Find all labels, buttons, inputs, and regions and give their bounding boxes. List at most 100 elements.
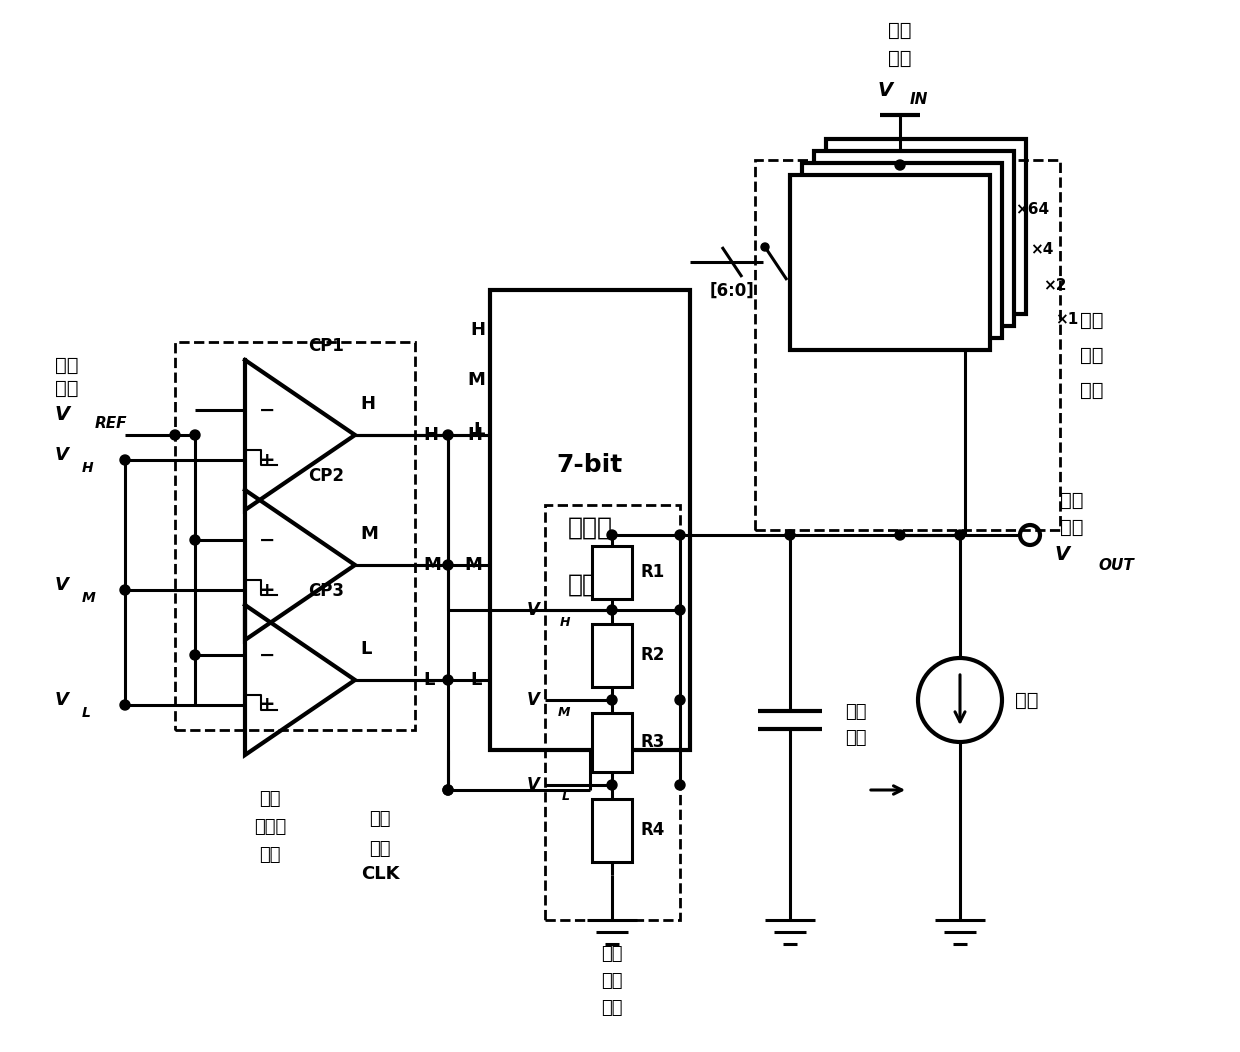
Text: V: V [878, 81, 893, 100]
Text: H: H [467, 426, 482, 444]
Text: 电压: 电压 [888, 48, 911, 67]
Text: M: M [360, 525, 378, 543]
Text: CLK: CLK [361, 865, 399, 883]
Text: 开关: 开关 [1080, 345, 1104, 364]
Circle shape [190, 430, 200, 440]
Text: H: H [423, 426, 438, 444]
Text: 参考: 参考 [55, 356, 78, 375]
Text: 负载: 负载 [1016, 690, 1039, 709]
Text: L: L [474, 421, 485, 439]
Text: 7-bit: 7-bit [557, 453, 624, 477]
Text: −: − [259, 646, 275, 665]
Circle shape [895, 530, 905, 540]
Text: H: H [82, 461, 94, 476]
Text: M: M [423, 557, 441, 574]
Text: 阵列: 阵列 [1080, 381, 1104, 400]
Text: V: V [55, 446, 69, 464]
Text: 电容: 电容 [844, 729, 867, 747]
Text: 功率: 功率 [1080, 310, 1104, 329]
Text: 阵列: 阵列 [259, 846, 280, 864]
Text: ×2: ×2 [1043, 278, 1066, 292]
Text: 比较器: 比较器 [254, 818, 286, 836]
Circle shape [895, 160, 905, 170]
Circle shape [120, 585, 130, 595]
Text: R3: R3 [640, 733, 665, 751]
Circle shape [608, 695, 618, 705]
Text: 输入: 输入 [888, 20, 911, 40]
Text: R2: R2 [640, 646, 665, 664]
Text: [6:0]: [6:0] [709, 282, 754, 300]
Text: V: V [527, 776, 539, 794]
Text: 时钟: 时钟 [370, 839, 391, 858]
Text: 片内: 片内 [844, 703, 867, 721]
Text: CP3: CP3 [308, 582, 343, 600]
Bar [826, 139, 1025, 313]
Circle shape [675, 695, 684, 705]
Text: L: L [471, 671, 482, 689]
Text: 二分法: 二分法 [568, 515, 613, 540]
Bar [755, 160, 1060, 530]
Text: V: V [527, 691, 539, 709]
Bar [802, 163, 1002, 338]
Bar [813, 151, 1014, 326]
Text: R1: R1 [640, 563, 665, 581]
Text: V: V [1055, 546, 1070, 565]
Circle shape [443, 785, 453, 795]
Text: H: H [559, 615, 570, 628]
Text: +: + [259, 581, 275, 600]
Text: ×4: ×4 [1030, 243, 1053, 258]
Text: CP2: CP2 [308, 467, 343, 485]
Text: ×1: ×1 [1055, 312, 1079, 327]
Text: −: − [259, 530, 275, 549]
Text: L: L [360, 640, 371, 658]
Bar [591, 713, 632, 772]
Text: OUT: OUT [1097, 558, 1133, 572]
Text: CP1: CP1 [308, 337, 343, 355]
Text: ·
·
·: · · · [1023, 205, 1029, 255]
Text: IN: IN [910, 93, 929, 107]
Text: +: + [259, 695, 275, 714]
Text: R4: R4 [640, 821, 665, 839]
Text: 网络: 网络 [601, 999, 622, 1017]
Text: 输出: 输出 [1060, 490, 1084, 509]
Circle shape [675, 530, 684, 540]
Text: 钟控: 钟控 [259, 790, 280, 808]
Text: M: M [82, 591, 95, 605]
Text: M: M [467, 371, 485, 389]
Text: M: M [464, 557, 482, 574]
Circle shape [190, 650, 200, 660]
Text: V: V [527, 601, 539, 619]
Text: L: L [423, 671, 434, 689]
Bar [591, 624, 632, 687]
Text: M: M [558, 706, 570, 719]
Circle shape [443, 785, 453, 795]
Text: 电阻: 电阻 [601, 972, 622, 990]
Bar [790, 175, 990, 350]
Text: +: + [259, 450, 275, 469]
Circle shape [761, 243, 769, 251]
Circle shape [675, 780, 684, 790]
Bar [591, 798, 632, 862]
Circle shape [443, 430, 453, 440]
Circle shape [608, 530, 618, 540]
Circle shape [443, 675, 453, 685]
Text: L: L [82, 706, 91, 720]
Circle shape [170, 430, 180, 440]
Circle shape [443, 560, 453, 570]
Text: 电压: 电压 [55, 379, 78, 398]
Circle shape [190, 535, 200, 545]
Text: ×64: ×64 [1016, 202, 1049, 218]
Text: L: L [562, 790, 570, 804]
Circle shape [120, 456, 130, 465]
Text: 采样: 采样 [370, 810, 391, 828]
Circle shape [675, 605, 684, 615]
Text: 电压: 电压 [1060, 518, 1084, 537]
Bar [591, 546, 632, 599]
Circle shape [120, 700, 130, 710]
Text: V: V [55, 405, 71, 425]
Text: H: H [470, 321, 485, 339]
Circle shape [608, 605, 618, 615]
Text: V: V [55, 691, 69, 709]
Text: V: V [55, 576, 69, 594]
Text: 控制器: 控制器 [568, 573, 613, 596]
